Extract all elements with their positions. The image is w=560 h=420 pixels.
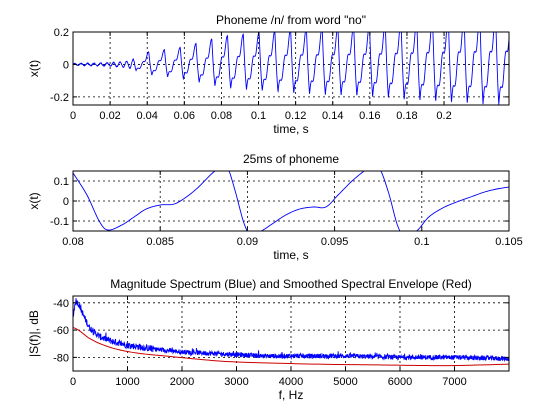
- x-tick-label: 0.08: [211, 110, 232, 122]
- spectrum-panel: 0 1000 2000 3000 4000 5000 6000 7000 -80 -60 -40 Ma…: [27, 277, 510, 402]
- y-tick-label: -40: [53, 298, 69, 310]
- y-tick-label: -0.2: [50, 92, 69, 104]
- x-axis-label: f, Hz: [279, 388, 304, 402]
- x-tick-label: 0: [70, 376, 76, 388]
- y-tick-label: 0.1: [54, 176, 69, 188]
- x-tick-label: 0.085: [146, 236, 174, 248]
- x-tick-label: 0.2: [436, 110, 451, 122]
- axes-frame: [72, 31, 510, 106]
- series-line-0: [73, 171, 509, 231]
- x-tick-label: 0.08: [62, 236, 83, 248]
- x-tick-label: 4000: [279, 376, 303, 388]
- x-tick-label: 0.105: [495, 236, 523, 248]
- y-tick-label: 0: [63, 196, 69, 208]
- y-tick-label: -0.1: [50, 216, 69, 228]
- y-tick-label: 0: [63, 59, 69, 71]
- y-tick-label: 0.2: [54, 27, 69, 39]
- y-axis-label: x(t): [27, 60, 41, 77]
- chart-title: Phoneme /n/ from word "no": [216, 13, 366, 27]
- x-axis-label: time, s: [273, 122, 308, 136]
- x-tick-label: 0.095: [321, 236, 349, 248]
- x-tick-label: 0.09: [237, 236, 258, 248]
- x-tick-label: 0.1: [414, 236, 429, 248]
- x-tick-label: 0.04: [137, 110, 158, 122]
- zoom-panel: 0.08 0.085 0.09 0.095 0.1 0.105 -0.1 0 0.1 25ms o…: [27, 152, 523, 262]
- x-tick-label: 0.1: [251, 110, 266, 122]
- x-tick-label: 5000: [333, 376, 357, 388]
- x-tick-label: 0.12: [285, 110, 306, 122]
- series-line-0: [73, 32, 509, 105]
- x-tick-label: 0.18: [396, 110, 417, 122]
- x-tick-label: 3000: [224, 376, 248, 388]
- x-tick-label: 0.06: [174, 110, 195, 122]
- x-axis-label: time, s: [273, 248, 308, 262]
- x-tick-label: 0: [70, 110, 76, 122]
- x-tick-label: 0.16: [359, 110, 380, 122]
- plot-area: [73, 171, 509, 231]
- chart-title: 25ms of phoneme: [243, 152, 339, 166]
- y-axis-label: |S(f)|, dB: [27, 310, 41, 357]
- x-tick-label: 6000: [388, 376, 412, 388]
- y-tick-label: -60: [53, 325, 69, 337]
- y-tick-label: -80: [53, 352, 69, 364]
- x-tick-label: 0.14: [322, 110, 343, 122]
- x-tick-label: 0.02: [99, 110, 120, 122]
- x-tick-label: 1000: [115, 376, 139, 388]
- y-axis-label: x(t): [27, 192, 41, 209]
- x-tick-label: 7000: [442, 376, 466, 388]
- chart-title: Magnitude Spectrum (Blue) and Smoothed S…: [110, 277, 472, 291]
- x-tick-label: 2000: [170, 376, 194, 388]
- series-line-1: [73, 326, 509, 367]
- series-line-0: [73, 298, 509, 363]
- waveform-panel: 0 0.02 0.04 0.06 0.08 0.1 0.12 0.14 0.16 0.18 0.2 -…: [27, 13, 510, 136]
